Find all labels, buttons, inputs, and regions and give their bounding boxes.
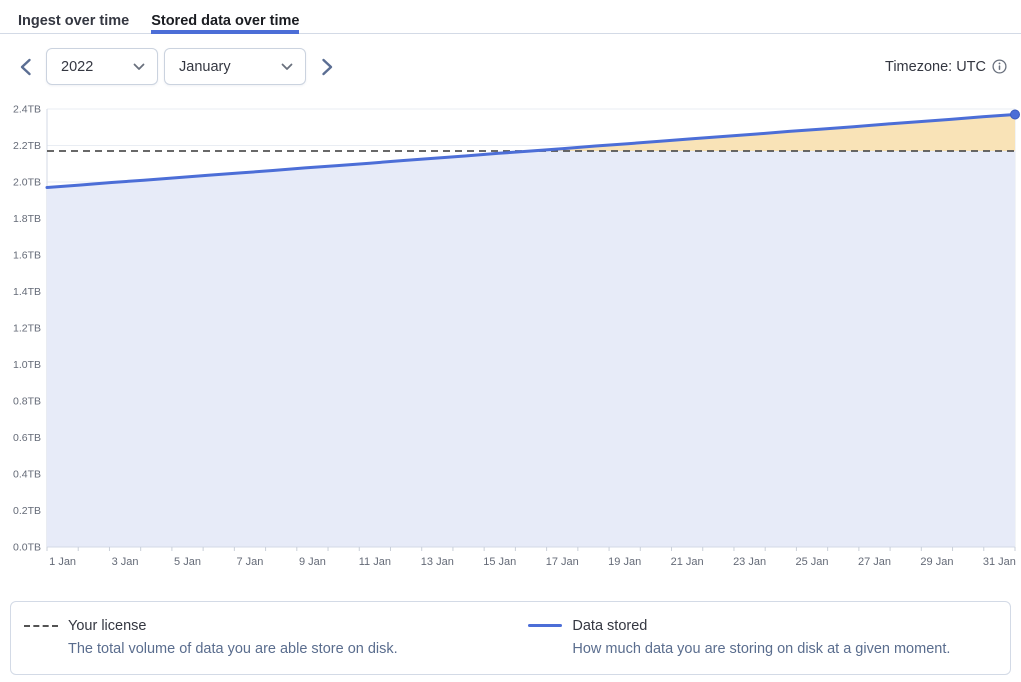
tab-stored-data-over-time[interactable]: Stored data over time: [151, 0, 300, 34]
svg-text:29 Jan: 29 Jan: [920, 556, 953, 568]
svg-text:13 Jan: 13 Jan: [421, 556, 454, 568]
legend-title: Data stored: [572, 617, 648, 634]
legend-title: Your license: [68, 617, 147, 634]
svg-text:0.6TB: 0.6TB: [13, 432, 41, 444]
tab-label: Ingest over time: [18, 12, 130, 29]
svg-text:5 Jan: 5 Jan: [174, 556, 201, 568]
stored-data-chart[interactable]: 0.0TB 0.2TB 0.4TB 0.6TB 0.8TB 1.0TB 1.2TB 1.4TB…: [0, 101, 1021, 576]
svg-text:2.4TB: 2.4TB: [13, 104, 41, 116]
legend-item-your-license: Your license The total volume of data yo…: [24, 615, 528, 659]
legend-description: How much data you are storing on disk at…: [572, 641, 951, 657]
svg-text:0.8TB: 0.8TB: [13, 396, 41, 408]
svg-text:1.6TB: 1.6TB: [13, 250, 41, 262]
next-month-button[interactable]: [312, 52, 342, 82]
svg-text:19 Jan: 19 Jan: [608, 556, 641, 568]
timezone-info-button[interactable]: [992, 59, 1007, 74]
svg-text:0.2TB: 0.2TB: [13, 505, 41, 517]
svg-text:1 Jan: 1 Jan: [49, 556, 76, 568]
chart-controls: 2022 January Timezone: UTC: [0, 34, 1021, 91]
svg-text:17 Jan: 17 Jan: [546, 556, 579, 568]
svg-text:11 Jan: 11 Jan: [359, 556, 391, 568]
legend-panel: Your license The total volume of data yo…: [10, 601, 1011, 675]
tab-ingest-over-time[interactable]: Ingest over time: [18, 0, 129, 33]
year-select-value: 2022: [61, 58, 94, 75]
svg-text:7 Jan: 7 Jan: [237, 556, 264, 568]
svg-text:2.2TB: 2.2TB: [13, 140, 41, 152]
svg-text:21 Jan: 21 Jan: [671, 556, 704, 568]
month-select[interactable]: January: [164, 48, 306, 85]
previous-month-button[interactable]: [10, 52, 40, 82]
info-icon: [992, 59, 1007, 74]
license-dashed-line-swatch: [24, 624, 58, 627]
svg-text:15 Jan: 15 Jan: [483, 556, 516, 568]
tab-bar: Ingest over time Stored data over time: [0, 0, 1021, 34]
svg-text:23 Jan: 23 Jan: [733, 556, 766, 568]
legend-item-data-stored: Data stored How much data you are storin…: [528, 615, 994, 659]
month-select-value: January: [179, 58, 231, 75]
chevron-left-icon: [20, 58, 31, 75]
svg-text:1.8TB: 1.8TB: [13, 213, 41, 225]
svg-text:9 Jan: 9 Jan: [299, 556, 326, 568]
active-tab-underline: [151, 30, 300, 34]
svg-text:3 Jan: 3 Jan: [112, 556, 139, 568]
svg-text:25 Jan: 25 Jan: [796, 556, 829, 568]
legend-description: The total volume of data you are able st…: [68, 641, 398, 657]
chevron-right-icon: [321, 58, 332, 75]
svg-text:27 Jan: 27 Jan: [858, 556, 891, 568]
timezone-indicator: Timezone: UTC: [885, 59, 1007, 75]
chevron-down-icon: [281, 63, 293, 70]
svg-text:1.4TB: 1.4TB: [13, 286, 41, 298]
svg-text:2.0TB: 2.0TB: [13, 177, 41, 189]
year-select[interactable]: 2022: [46, 48, 158, 85]
svg-text:1.2TB: 1.2TB: [13, 323, 41, 335]
chevron-down-icon: [133, 63, 145, 70]
svg-text:31 Jan: 31 Jan: [983, 556, 1016, 568]
svg-text:0.0TB: 0.0TB: [13, 542, 41, 554]
data-stored-line-swatch: [528, 623, 563, 628]
chart-area: 0.0TB 0.2TB 0.4TB 0.6TB 0.8TB 1.0TB 1.2TB 1.4TB…: [0, 101, 1021, 581]
svg-text:1.0TB: 1.0TB: [13, 359, 41, 371]
tab-label: Stored data over time: [151, 12, 300, 29]
svg-text:0.4TB: 0.4TB: [13, 469, 41, 481]
timezone-label: Timezone: UTC: [885, 58, 986, 75]
